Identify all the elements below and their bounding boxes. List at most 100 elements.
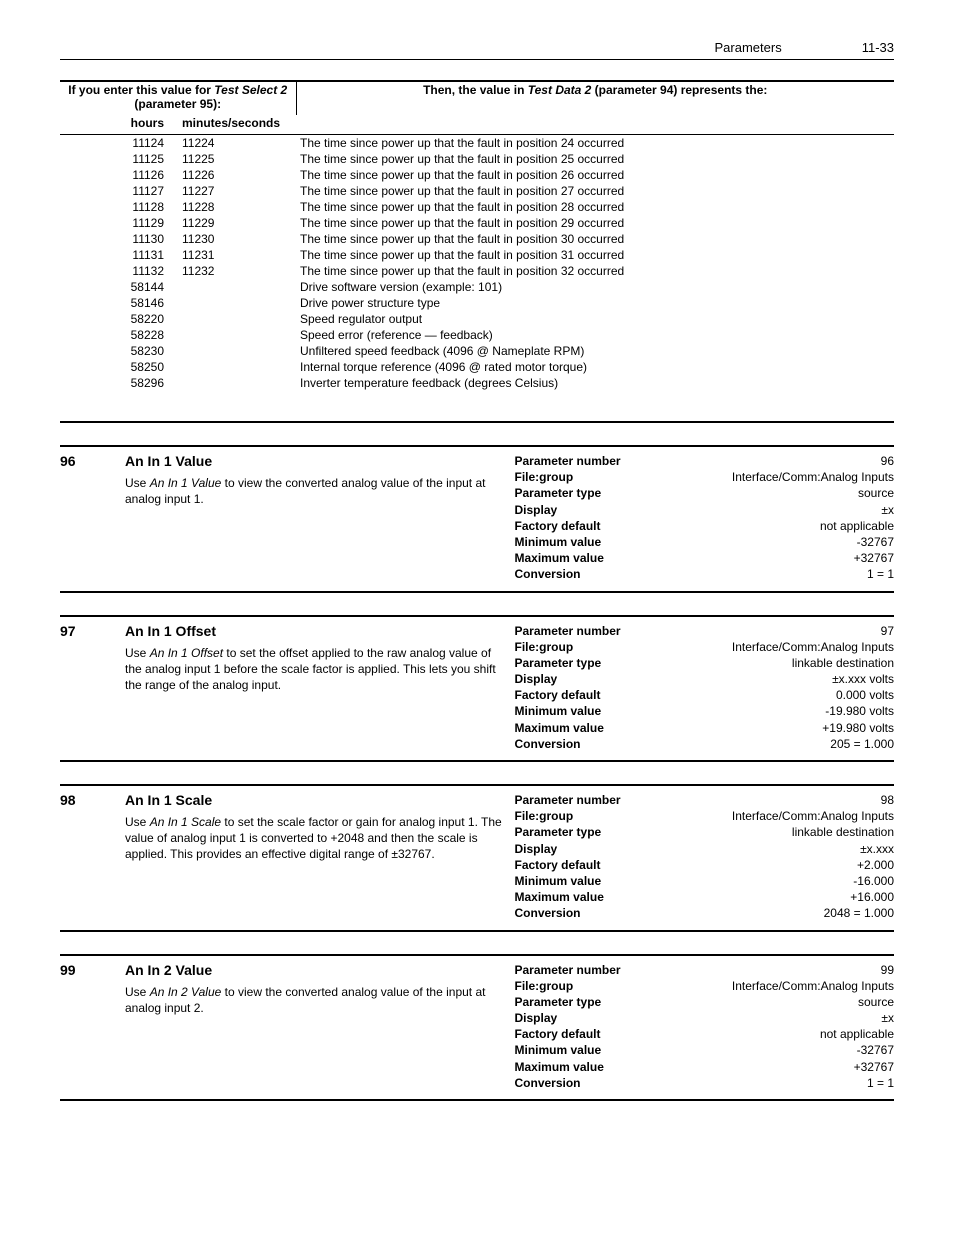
kv-value: +16.000 <box>850 889 894 905</box>
parameter-left: An In 1 Offset Use An In 1 Offset to set … <box>125 623 505 753</box>
table-row: 1112611226The time since power up that t… <box>60 167 894 183</box>
kv-value: 98 <box>881 792 894 808</box>
kv-value: 1 = 1 <box>867 566 894 582</box>
kv-key: Parameter type <box>515 994 602 1010</box>
kv-value: linkable destination <box>792 824 894 840</box>
kv-value: +2.000 <box>857 857 894 873</box>
parameter-description: Use An In 1 Value to view the converted … <box>125 475 505 507</box>
cell-minsec <box>176 295 296 311</box>
cell-hours: 11125 <box>60 151 176 167</box>
kv-key: Factory default <box>515 857 601 873</box>
kv-row: Conversion 1 = 1 <box>515 566 895 582</box>
cell-minsec: 11232 <box>176 263 296 279</box>
parameter-title: An In 1 Value <box>125 453 505 469</box>
kv-key: Display <box>515 502 558 518</box>
table-row: 1113211232The time since power up that t… <box>60 263 894 279</box>
cell-minsec: 11229 <box>176 215 296 231</box>
kv-row: Maximum value+32767 <box>515 1059 895 1075</box>
kv-key: Parameter number <box>515 453 621 469</box>
test-table-left-header: If you enter this value for Test Select … <box>60 82 296 115</box>
kv-value: +32767 <box>854 1059 894 1075</box>
kv-row: Factory default +2.000 <box>515 857 895 873</box>
cell-hours: 11124 <box>60 135 176 152</box>
kv-key: Parameter number <box>515 792 621 808</box>
kv-key: Conversion <box>515 1075 581 1091</box>
parameter-number: 99 <box>60 962 115 1092</box>
kv-value: -16.000 <box>853 873 894 889</box>
kv-row: Maximum value+16.000 <box>515 889 895 905</box>
cell-minsec: 11228 <box>176 199 296 215</box>
kv-row: Factory default not applicable <box>515 518 895 534</box>
kv-key: Factory default <box>515 687 601 703</box>
kv-value: +32767 <box>854 550 894 566</box>
kv-row: Parameter typelinkable destination <box>515 655 895 671</box>
cell-minsec <box>176 375 296 391</box>
cell-desc: The time since power up that the fault i… <box>296 199 894 215</box>
kv-value: 205 = 1.000 <box>830 736 894 752</box>
cell-minsec: 11230 <box>176 231 296 247</box>
kv-row: File:groupInterface/Comm:Analog Inputs <box>515 808 895 824</box>
parameter-kv: Parameter number 98File:groupInterface/Co… <box>515 792 895 922</box>
cell-minsec <box>176 279 296 295</box>
cell-desc: The time since power up that the fault i… <box>296 183 894 199</box>
kv-row: Parameter typelinkable destination <box>515 824 895 840</box>
cell-desc: Internal torque reference (4096 @ rated … <box>296 359 894 375</box>
table-row: 1112811228The time since power up that t… <box>60 199 894 215</box>
kv-row: Parameter number96 <box>515 453 895 469</box>
kv-key: Minimum value <box>515 1042 602 1058</box>
parameter-title: An In 2 Value <box>125 962 505 978</box>
kv-row: Parameter typesource <box>515 485 895 501</box>
cell-desc: Drive software version (example: 101) <box>296 279 894 295</box>
cell-hours: 58230 <box>60 343 176 359</box>
col-header-minsec: minutes/seconds <box>176 115 296 135</box>
kv-key: Conversion <box>515 566 581 582</box>
cell-minsec <box>176 327 296 343</box>
table-row: 1112711227The time since power up that t… <box>60 183 894 199</box>
kv-value: ±x <box>881 502 894 518</box>
cell-minsec: 11224 <box>176 135 296 152</box>
cell-desc: The time since power up that the fault i… <box>296 231 894 247</box>
kv-key: File:group <box>515 639 574 655</box>
kv-value: 99 <box>881 962 894 978</box>
table-row: 58250 Internal torque reference (4096 @ r… <box>60 359 894 375</box>
table-row: 1113011230The time since power up that t… <box>60 231 894 247</box>
kv-key: File:group <box>515 469 574 485</box>
cell-minsec: 11231 <box>176 247 296 263</box>
parameter-title: An In 1 Offset <box>125 623 505 639</box>
table-row: 1112911229The time since power up that t… <box>60 215 894 231</box>
col-header-hours: hours <box>60 115 176 135</box>
kv-value: ±x <box>881 1010 894 1026</box>
cell-desc: The time since power up that the fault i… <box>296 215 894 231</box>
header-section: Parameters <box>715 40 782 55</box>
kv-value: not applicable <box>820 1026 894 1042</box>
kv-row: Maximum value+32767 <box>515 550 895 566</box>
kv-key: Display <box>515 841 558 857</box>
kv-value: linkable destination <box>792 655 894 671</box>
kv-row: Conversion2048 = 1.000 <box>515 905 895 921</box>
parameter-block: 98 An In 1 ScaleUse An In 1 Scale to set … <box>60 784 894 932</box>
cell-minsec <box>176 359 296 375</box>
kv-value: +19.980 volts <box>822 720 894 736</box>
page-header: Parameters 11-33 <box>60 40 894 60</box>
cell-desc: Speed error (reference — feedback) <box>296 327 894 343</box>
kv-row: Minimum value-16.000 <box>515 873 895 889</box>
cell-hours: 58250 <box>60 359 176 375</box>
cell-desc: Drive power structure type <box>296 295 894 311</box>
parameter-left: An In 1 ScaleUse An In 1 Scale to set th… <box>125 792 505 922</box>
parameter-left: An In 2 ValueUse An In 2 Value to view t… <box>125 962 505 1092</box>
kv-value: not applicable <box>820 518 894 534</box>
kv-value: 0.000 volts <box>836 687 894 703</box>
parameter-description: Use An In 1 Offset to set the offset app… <box>125 645 505 694</box>
kv-key: Factory default <box>515 518 601 534</box>
kv-value: 1 = 1 <box>867 1075 894 1091</box>
parameter-number: 97 <box>60 623 115 753</box>
table-row: 58230Unfiltered speed feedback (4096 @ N… <box>60 343 894 359</box>
cell-desc: The time since power up that the fault i… <box>296 263 894 279</box>
kv-key: Parameter type <box>515 485 602 501</box>
cell-minsec <box>176 343 296 359</box>
parameter-block: 96An In 1 ValueUse An In 1 Value to view… <box>60 445 894 593</box>
kv-row: Parameter number99 <box>515 962 895 978</box>
cell-desc: The time since power up that the fault i… <box>296 135 894 152</box>
cell-desc: The time since power up that the fault i… <box>296 247 894 263</box>
kv-value: Interface/Comm:Analog Inputs <box>732 808 894 824</box>
